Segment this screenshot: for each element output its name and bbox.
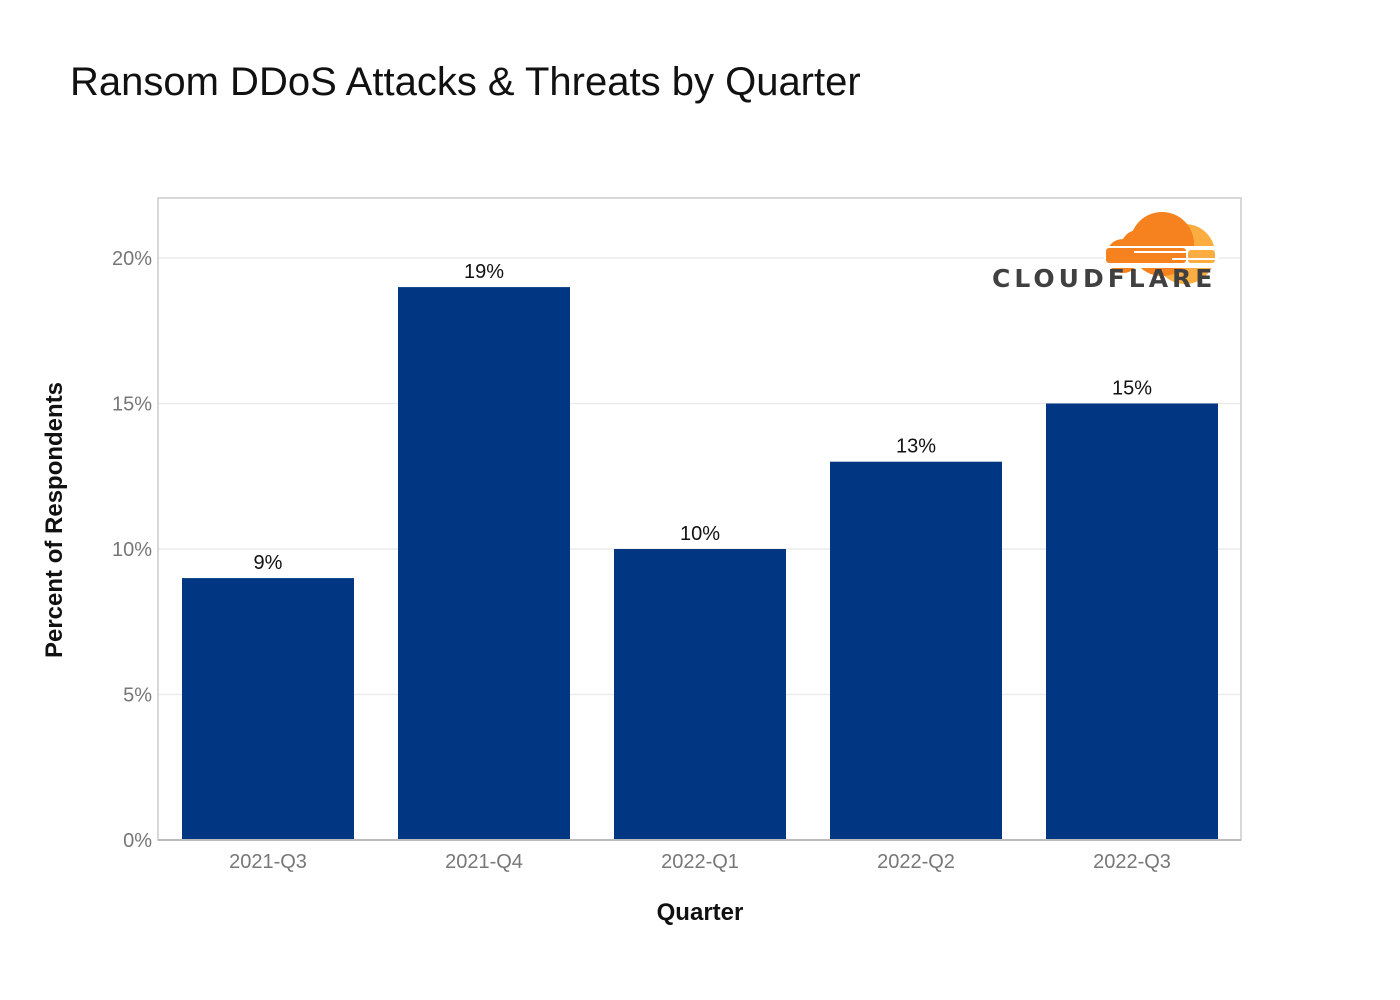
bar-2022-Q2: [830, 461, 1002, 840]
y-tick-label: 5%: [123, 685, 152, 707]
bar-2022-Q1: [614, 549, 786, 840]
bar-2021-Q3: [182, 578, 354, 840]
y-axis-ticks: 0% 5% 10% 15% 20%: [112, 248, 152, 852]
x-tick-label: 2021-Q3: [229, 851, 307, 873]
cloudflare-logo: CLOUDFLARE: [992, 212, 1219, 293]
bars: [182, 287, 1218, 841]
bar-2021-Q4: [398, 287, 570, 841]
x-axis-title: Quarter: [657, 899, 744, 926]
x-axis-ticks: 2021-Q3 2021-Q4 2022-Q1 2022-Q2 2022-Q3: [229, 851, 1171, 873]
x-tick-label: 2021-Q4: [445, 851, 523, 873]
logo-wordmark: CLOUDFLARE: [992, 264, 1216, 293]
x-tick-label: 2022-Q3: [1093, 851, 1171, 873]
bar-2022-Q3: [1046, 403, 1218, 840]
data-labels: 9% 19% 10% 13% 15%: [254, 261, 1153, 574]
x-tick-label: 2022-Q2: [877, 851, 955, 873]
bar-value-label: 13%: [896, 436, 936, 458]
y-tick-label: 15%: [112, 394, 152, 416]
bar-value-label: 10%: [680, 523, 720, 545]
y-axis-title: Percent of Respondents: [41, 382, 68, 658]
bar-value-label: 9%: [254, 552, 283, 574]
chart-title: Ransom DDoS Attacks & Threats by Quarter: [70, 60, 861, 104]
bar-value-label: 15%: [1112, 378, 1152, 400]
y-tick-label: 0%: [123, 830, 152, 852]
y-tick-label: 20%: [112, 248, 152, 270]
cloud-icon: [1104, 212, 1219, 284]
bar-value-label: 19%: [464, 261, 504, 283]
y-tick-label: 10%: [112, 539, 152, 561]
x-tick-label: 2022-Q1: [661, 851, 739, 873]
